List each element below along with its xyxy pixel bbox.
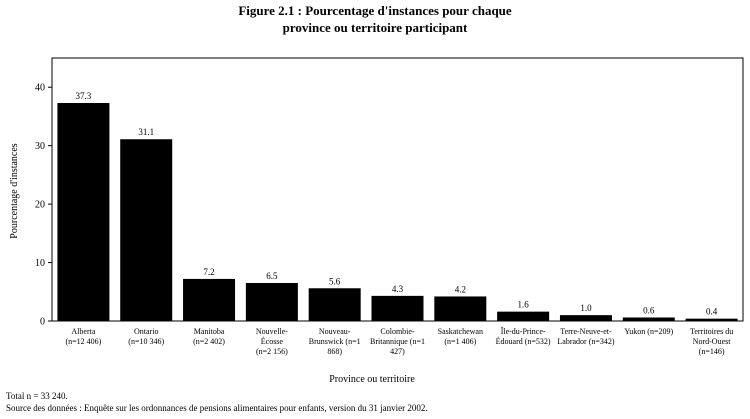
- x-tick-label: (n=1 406): [444, 337, 476, 346]
- bar-value-label: 5.6: [329, 276, 341, 286]
- y-tick-label: 0: [40, 317, 45, 328]
- bar-value-label: 37.3: [76, 91, 92, 101]
- x-tick-label: Britannique (n=1: [370, 337, 425, 346]
- bar: [371, 295, 424, 321]
- bar-value-label: 31.1: [138, 127, 154, 137]
- bar-value-label: 7.2: [203, 267, 214, 277]
- bar: [57, 103, 110, 321]
- bar: [622, 317, 675, 321]
- footnotes: Total n = 33 240. Source des données : E…: [6, 390, 428, 414]
- bar: [183, 278, 236, 321]
- x-tick-label: Saskatchewan: [438, 327, 483, 336]
- bar-value-label: 4.2: [455, 284, 466, 294]
- y-tick-label: 40: [35, 83, 45, 94]
- y-tick-label: 30: [35, 141, 45, 152]
- y-axis-label: Pourcentage d'instances: [9, 143, 20, 238]
- bar-value-label: 0.6: [643, 305, 655, 315]
- x-tick-label: Île-du-Prince-: [501, 326, 546, 336]
- x-tick-label: (n=10 346): [128, 337, 164, 346]
- bar-value-label: 0.4: [706, 307, 718, 317]
- x-tick-label: Édouard (n=532): [496, 336, 551, 346]
- bar: [308, 288, 361, 321]
- footnote-total: Total n = 33 240.: [6, 391, 68, 401]
- x-tick-label: (n=12 406): [65, 337, 101, 346]
- x-tick-labels: Alberta(n=12 406) Ontario(n=10 346) Manito…: [65, 326, 733, 356]
- x-tick-label: Ontario: [134, 327, 158, 336]
- bar: [685, 318, 738, 321]
- x-tick-label: (n=2 156): [256, 347, 288, 356]
- value-labels: 37.3 31.1 7.2 6.5 5.6 4.3 4.2 1.6 1.0 0.6 0.4: [76, 91, 718, 317]
- x-tick-label: Alberta: [71, 327, 95, 336]
- x-tick-label: (n=2 402): [193, 337, 225, 346]
- bar-value-label: 1.0: [580, 303, 592, 313]
- x-tick-label: Manitoba: [194, 327, 225, 336]
- x-tick-label: Brunswick (n=1: [309, 337, 361, 346]
- x-tick-label: Nouvelle-: [256, 327, 288, 336]
- bar-value-label: 1.6: [518, 300, 530, 310]
- x-tick-label: Yukon (n=209): [624, 327, 673, 336]
- bars: [57, 103, 738, 321]
- bar: [497, 311, 550, 321]
- bar-value-label: 4.3: [392, 284, 404, 294]
- chart-title: Figure 2.1 : Pourcentage d'instances pou…: [0, 2, 750, 36]
- x-tick-label: Terre-Neuve-et-: [560, 327, 612, 336]
- x-tick-label: 868): [327, 347, 342, 356]
- chart-title-line1: Figure 2.1 : Pourcentage d'instances pou…: [238, 3, 512, 18]
- y-tick-label: 10: [35, 258, 45, 269]
- bar: [559, 315, 612, 321]
- x-tick-label: 427): [390, 347, 405, 356]
- x-tick-label: Territoires du: [690, 327, 733, 336]
- bar: [434, 296, 487, 321]
- chart-title-line2: province ou territoire participant: [282, 20, 468, 35]
- x-tick-label: Nouveau-: [319, 327, 351, 336]
- footnote-source: Source des données : Enquête sur les ord…: [6, 403, 428, 413]
- x-tick-label: Écosse: [261, 336, 284, 346]
- x-tick-label: Nord-Ouest: [693, 337, 732, 346]
- bar: [120, 139, 173, 321]
- x-tick-label: (n=146): [699, 347, 725, 356]
- x-tick-label: Labrador (n=342): [557, 337, 614, 346]
- x-tick-label: Colombie-: [380, 327, 415, 336]
- y-axis: 0 10 20 30 40: [35, 83, 52, 328]
- bar: [245, 283, 298, 321]
- bar-value-label: 6.5: [266, 271, 278, 281]
- x-axis-label: Province ou territoire: [329, 374, 415, 385]
- y-tick-label: 20: [35, 200, 45, 211]
